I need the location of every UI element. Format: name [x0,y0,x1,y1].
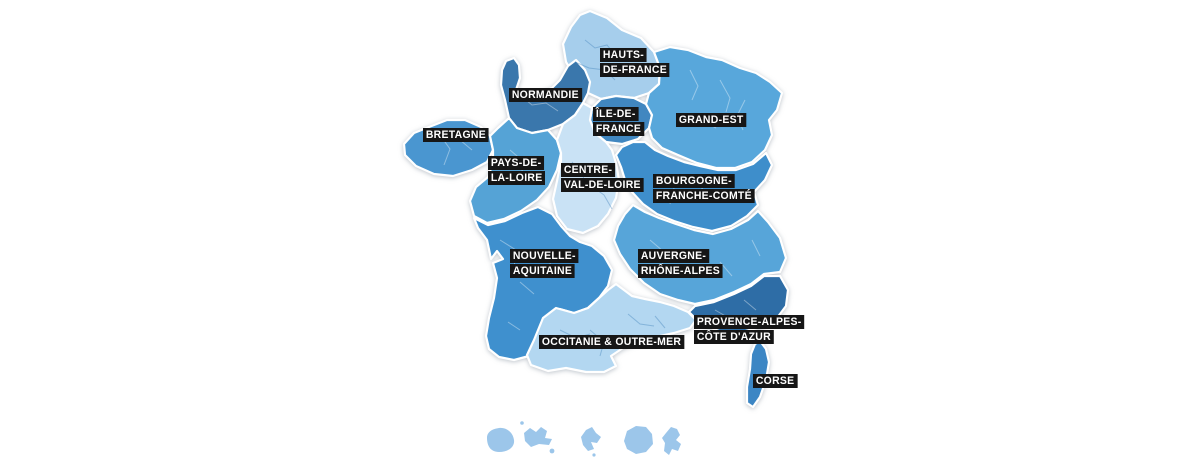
label-line: VAL-DE-LOIRE [561,178,644,192]
label-auvergne-rhone-alpes: AUVERGNE- RHÔNE-ALPES [638,249,727,279]
label-line: LA-LOIRE [488,171,546,185]
label-centre-val-de-loire: CENTRE- VAL-DE-LOIRE [561,163,648,193]
label-pays-de-la-loire: PAYS-DE- LA-LOIRE [488,156,548,186]
label-line: OCCITANIE & OUTRE-MER [539,335,685,349]
label-line: PAYS-DE- [488,156,545,170]
label-line: FRANCHE-COMTÉ [653,189,755,203]
label-line: AUVERGNE- [638,249,709,263]
label-ile-de-france: ÎLE-DE- FRANCE [593,107,647,137]
region-occitanie[interactable] [525,282,698,374]
label-occitanie-outre-mer: OCCITANIE & OUTRE-MER [539,335,692,350]
overseas-territory-3-islet [592,453,596,457]
label-line: BOURGOGNE- [653,174,735,188]
overseas-territory-2-islet [549,448,555,454]
label-bourgogne-franche-comte: BOURGOGNE- FRANCHE-COMTÉ [653,174,760,204]
label-line: AQUITAINE [510,264,575,278]
label-nouvelle-aquitaine: NOUVELLE- AQUITAINE [510,249,582,279]
label-line: CÔTE D'AZUR [694,330,774,344]
overseas-territory-5[interactable] [662,427,681,455]
label-line: CORSE [753,374,798,388]
label-corse: CORSE [753,374,800,389]
label-line: RHÔNE-ALPES [638,264,723,278]
label-line: FRANCE [593,122,644,136]
label-line: PROVENCE-ALPES- [694,315,805,329]
label-hauts-de-france: HAUTS- DE-FRANCE [600,48,673,78]
overseas-territory-4[interactable] [624,426,653,454]
overseas-territory-3[interactable] [581,427,601,451]
overseas-territory-2[interactable] [524,427,552,447]
label-normandie: NORMANDIE [509,88,586,103]
label-line: DE-FRANCE [600,63,670,77]
overseas-territory-2-islet-2 [520,421,524,425]
region-grand-est[interactable] [644,45,784,170]
region-pays-de-la-loire[interactable] [468,116,563,225]
label-bretagne: BRETAGNE [423,128,492,143]
label-line: HAUTS- [600,48,647,62]
overseas-territories [487,421,681,457]
overseas-territory-1[interactable] [487,427,515,452]
label-grand-est: GRAND-EST [676,113,750,128]
label-line: GRAND-EST [676,113,747,127]
label-line: BRETAGNE [423,128,489,142]
label-line: NOUVELLE- [510,249,579,263]
label-provence-alpes-cote-d-azur: PROVENCE-ALPES- CÔTE D'AZUR [694,315,810,345]
label-line: ÎLE-DE- [593,107,639,121]
label-line: CENTRE- [561,163,616,177]
label-line: NORMANDIE [509,88,582,102]
